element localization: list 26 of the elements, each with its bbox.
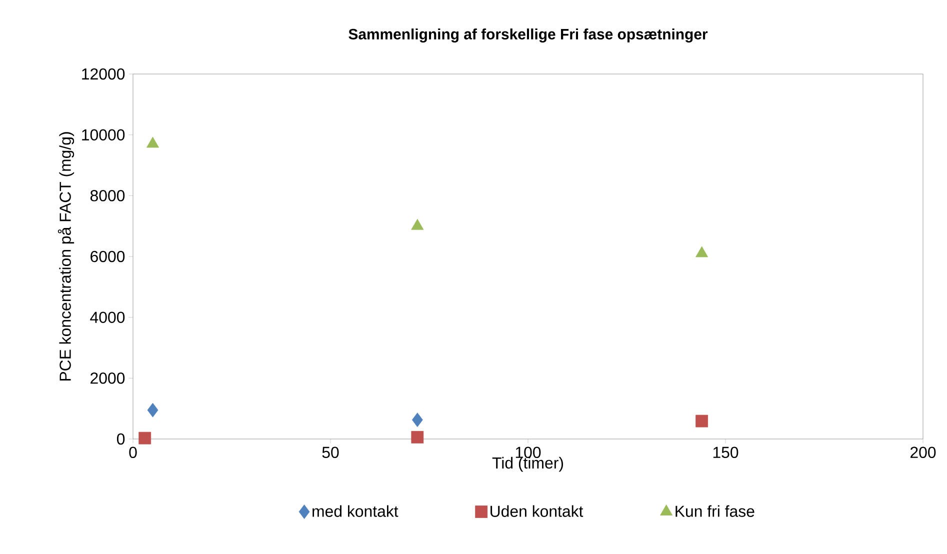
point: [696, 414, 708, 428]
y-tick-label: 6000: [90, 250, 125, 262]
x-tick-label: 200: [910, 446, 936, 458]
x-tick-label: 150: [713, 446, 738, 458]
point: [146, 136, 160, 148]
point: [412, 412, 423, 428]
legend-label: Kun fri fase: [676, 505, 754, 517]
y-tick-label: 8000: [90, 190, 125, 202]
y-tick-label: 12000: [82, 68, 125, 80]
y-tick-label: 4000: [90, 312, 125, 323]
x-tick-label: 100: [516, 446, 541, 458]
x-axis-title: Tid (timer): [492, 456, 563, 472]
point: [411, 430, 424, 444]
point: [696, 246, 708, 258]
x-tick-label: 0: [129, 446, 137, 458]
point: [147, 402, 158, 418]
y-tick-label: 2000: [90, 372, 125, 384]
x-tick-label: 50: [322, 446, 339, 458]
point: [138, 432, 152, 444]
point: [411, 218, 424, 230]
y-tick-label: 0: [116, 433, 125, 445]
chart-title: Sammenligning af forskellige Fri fase opsætninger: [348, 28, 708, 43]
y-axis-title: PCE koncentration på FACT (mg/g): [58, 132, 74, 381]
legend-label: Uden kontakt: [490, 505, 584, 517]
y-tick-label: 10000: [82, 129, 125, 140]
legend-label: med kontakt: [312, 505, 398, 517]
